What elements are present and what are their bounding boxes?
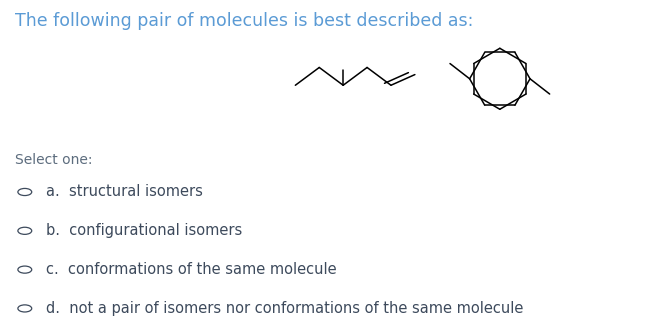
Text: a.  structural isomers: a. structural isomers: [47, 185, 203, 199]
Text: d.  not a pair of isomers nor conformations of the same molecule: d. not a pair of isomers nor conformatio…: [47, 301, 523, 316]
Text: The following pair of molecules is best described as:: The following pair of molecules is best …: [16, 13, 474, 31]
Text: b.  configurational isomers: b. configurational isomers: [47, 223, 242, 238]
Text: c.  conformations of the same molecule: c. conformations of the same molecule: [47, 262, 337, 277]
Text: Select one:: Select one:: [16, 153, 93, 167]
